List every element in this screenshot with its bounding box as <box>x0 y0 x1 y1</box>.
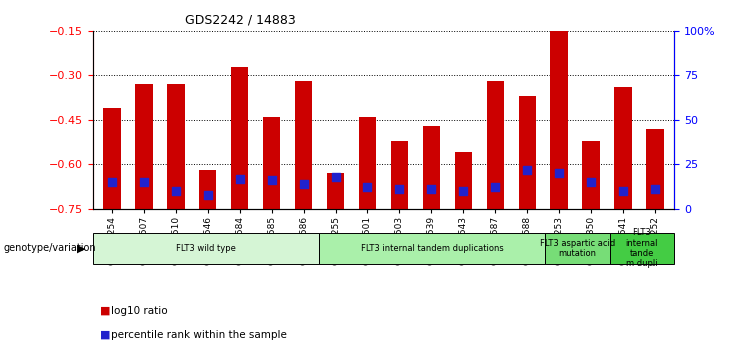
Bar <box>263 117 280 209</box>
Text: FLT3
internal
tande
m dupli: FLT3 internal tande m dupli <box>625 228 658 268</box>
Bar <box>103 108 121 209</box>
Bar <box>582 141 600 209</box>
Point <box>330 174 342 179</box>
Text: FLT3 wild type: FLT3 wild type <box>176 244 236 253</box>
Bar <box>454 152 472 209</box>
Bar <box>551 31 568 209</box>
Bar <box>614 87 632 209</box>
Point <box>617 188 629 194</box>
Text: ■: ■ <box>100 306 110 315</box>
Text: FLT3 internal tandem duplications: FLT3 internal tandem duplications <box>361 244 503 253</box>
Text: percentile rank within the sample: percentile rank within the sample <box>111 330 287 339</box>
Point <box>170 188 182 194</box>
Bar <box>422 126 440 209</box>
Point <box>522 167 534 172</box>
Point <box>233 176 245 181</box>
Point <box>649 186 661 192</box>
Bar <box>359 117 376 209</box>
Point <box>362 185 373 190</box>
Text: ▶: ▶ <box>77 244 86 253</box>
Bar <box>167 85 185 209</box>
Bar <box>519 96 536 209</box>
Bar <box>199 170 216 209</box>
Text: FLT3 aspartic acid
mutation: FLT3 aspartic acid mutation <box>539 239 615 258</box>
Point <box>202 192 213 197</box>
Point <box>457 188 469 194</box>
Bar <box>391 141 408 209</box>
Bar <box>487 81 504 209</box>
Point <box>554 170 565 176</box>
Point <box>393 186 405 192</box>
Point <box>585 179 597 185</box>
Bar <box>135 85 153 209</box>
Bar <box>646 129 664 209</box>
Point <box>106 179 118 185</box>
Point <box>489 185 501 190</box>
Point <box>298 181 310 187</box>
Point <box>425 186 437 192</box>
Bar <box>231 67 248 209</box>
Text: genotype/variation: genotype/variation <box>4 244 96 253</box>
Bar <box>327 173 345 209</box>
Bar <box>295 81 313 209</box>
Text: GDS2242 / 14883: GDS2242 / 14883 <box>185 14 296 27</box>
Point <box>138 179 150 185</box>
Point <box>266 178 278 183</box>
Text: log10 ratio: log10 ratio <box>111 306 167 315</box>
Text: ■: ■ <box>100 330 110 339</box>
